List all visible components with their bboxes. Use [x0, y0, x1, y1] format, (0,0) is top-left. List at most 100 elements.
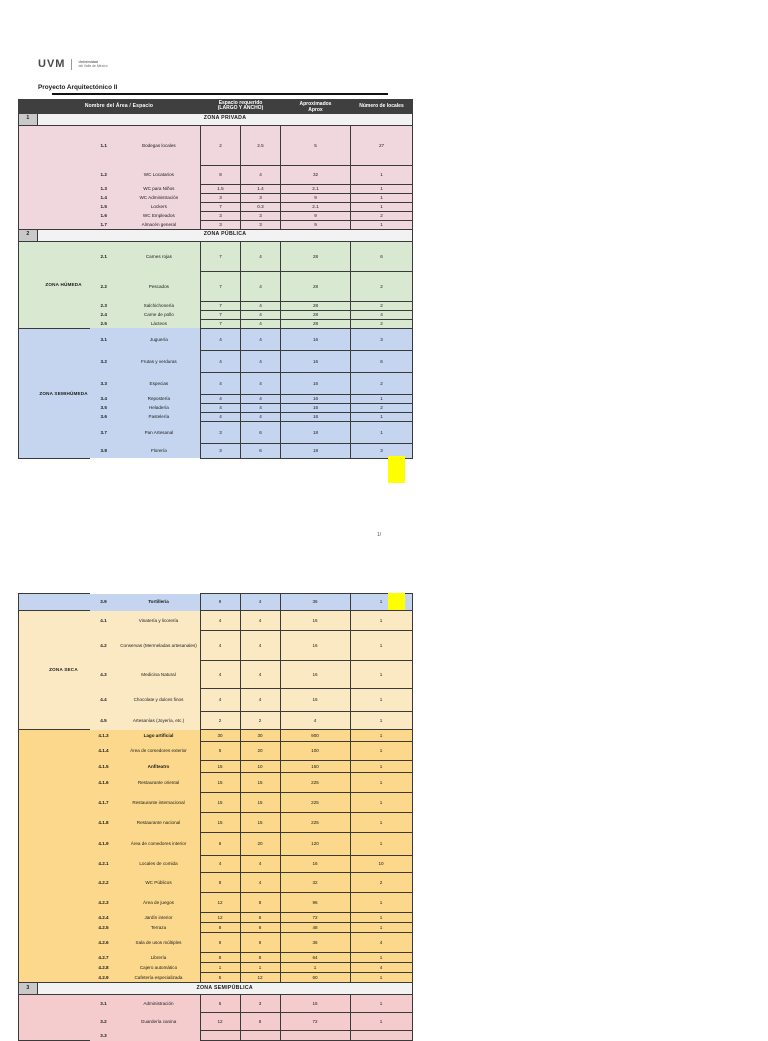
row-ancho: 15 [239, 772, 281, 793]
row-locales: 1 [349, 812, 413, 833]
row-area-name: Restaurante internacional [117, 792, 200, 813]
row-ancho: 1 [239, 962, 281, 973]
row-largo: 7 [200, 201, 241, 212]
row-locales: 1 [349, 892, 413, 913]
table-row: 1.4 WC Administración 3 3 9 1 [19, 192, 413, 203]
row-largo: 4 [200, 402, 241, 413]
row-ancho: 6 [239, 912, 281, 923]
row-m2: 28 [280, 309, 351, 320]
row-largo: 3 [200, 219, 241, 230]
row-locales: 4 [349, 962, 413, 973]
zone-label: ZONA SEMIHÚMEDA [37, 327, 90, 459]
row-m2: 60 [279, 972, 351, 983]
row-largo: 15 [199, 792, 241, 813]
row-locales: 2 [350, 300, 413, 311]
row-area-name: WC Locatarios [117, 165, 201, 185]
row-ancho: 3 [240, 210, 281, 221]
table-row: ZONA SEMIHÚMEDA 3.1 Juguería 4 4 16 3 [18, 327, 413, 459]
row-m2: 16 [279, 610, 351, 631]
row-ancho [239, 1030, 281, 1041]
row-ancho: 4 [240, 164, 281, 185]
row-m2: 9 [280, 210, 351, 221]
row-locales: 4 [350, 309, 413, 320]
row-ancho: 4 [239, 630, 281, 661]
row-locales: 1 [350, 219, 413, 230]
row-m2: 5 [280, 124, 351, 166]
row-largo: 6 [199, 832, 241, 856]
table-row: 1.1 Bodegas locales 2 2.5 5 27 [18, 124, 413, 230]
table-row: 4.3 Medicina Natural 4 4 16 1 [19, 660, 413, 689]
logo-sub-line1: Universidad [78, 59, 98, 64]
row-largo: 1 [199, 962, 241, 973]
row-m2: 32 [279, 872, 351, 893]
row-largo: 3 [200, 420, 241, 444]
table-row: 4.1.9 Área de comedores interior 6 20 120 1 [19, 832, 413, 856]
row-m2: 16 [280, 349, 351, 373]
logo-sub-line2: del Valle de México [78, 64, 108, 68]
table-row: 3.6 Pastelería 4 4 16 1 [19, 411, 413, 422]
row-ancho: 6 [239, 922, 281, 933]
table-row: 3.3 Especias 4 4 16 2 [19, 371, 413, 395]
table-header-row: Nombre del Área / Espacio Espacio requeri… [18, 99, 413, 114]
row-m2: 72 [279, 912, 351, 923]
row-number: 3.4 [89, 394, 118, 404]
row-largo: 4 [200, 411, 241, 422]
row-locales: 1 [350, 192, 413, 203]
table-row: 3.7 Pan Artesanal 3 6 18 1 [19, 420, 413, 444]
row-area-name: Tortillería [117, 593, 200, 611]
row-area-name: Administración [117, 994, 200, 1013]
row-ancho: 4 [239, 872, 281, 893]
row-largo: 15 [199, 760, 241, 773]
row-locales: 1 [349, 711, 413, 730]
row-ancho: 6 [240, 442, 281, 459]
row-largo [199, 1030, 241, 1041]
row-m2: 2.1 [280, 201, 351, 212]
row-area-name: Frutas y verduras [117, 350, 201, 373]
row-largo: 8 [199, 872, 241, 893]
row-locales: 1 [350, 411, 413, 422]
zone-label [37, 593, 90, 611]
row-ancho: 6 [239, 932, 281, 953]
row-locales: 27 [350, 124, 413, 166]
row-m2: 16 [280, 411, 351, 422]
row-number: 3.9 [89, 593, 118, 611]
row-m2: 48 [279, 922, 351, 933]
row-area-name: WC Administración [117, 193, 201, 203]
row-m2: 18 [280, 420, 351, 444]
section-label: ZONA PRIVADA [37, 112, 413, 126]
row-area-name: Juguería [117, 328, 201, 351]
row-number: 1.2 [89, 165, 118, 185]
zone-label [37, 124, 90, 230]
row-number: 3.1 [89, 328, 118, 351]
section-label: ZONA PÚBLICA [37, 228, 413, 242]
row-area-name: Restaurante oriental [117, 772, 200, 793]
row-ancho: 10 [239, 760, 281, 773]
row-largo: 7 [200, 270, 241, 302]
row-m2: 100 [279, 741, 351, 761]
row-ancho: 6 [239, 1012, 281, 1031]
table-row: 2.3 Salchichonería 7 4 28 2 [19, 300, 413, 311]
row-number: 1.4 [89, 193, 118, 203]
row-m2: 2.1 [280, 183, 351, 194]
section-band-row: 1 ZONA PRIVADA [18, 112, 413, 126]
row-locales: 1 [350, 201, 413, 212]
row-locales: 1 [349, 952, 413, 963]
row-ancho: 8 [239, 952, 281, 963]
table-row: ZONA HÚMEDA 2.1 Carnes rojas 7 4 28 6 [18, 240, 413, 329]
row-number: 4.5 [89, 711, 118, 730]
row-index-spacer [18, 610, 38, 730]
row-area-name: Anfiteatro [117, 760, 200, 773]
row-locales: 1 [350, 420, 413, 444]
row-locales: 1 [349, 688, 413, 712]
row-locales: 2 [350, 318, 413, 329]
row-largo: 5 [199, 741, 241, 761]
row-locales: 1 [349, 610, 413, 631]
zone-label [37, 729, 90, 983]
header-m2-line1: m² Requeridos [299, 100, 331, 101]
row-largo: 5 [199, 994, 241, 1013]
row-locales: 6 [350, 349, 413, 373]
header-m2-aproximados: m² RequeridosAproximadosAprox [280, 99, 351, 114]
row-number: 2.5 [89, 319, 118, 329]
row-m2: 36 [279, 593, 351, 611]
